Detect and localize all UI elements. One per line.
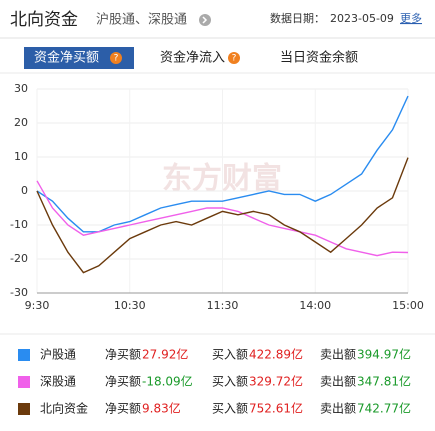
y-tick-label: -10 — [10, 218, 28, 231]
series-line — [36, 157, 409, 274]
net-label: 净买额 — [105, 402, 141, 416]
tab[interactable]: 资金净买额 — [34, 50, 99, 66]
y-tick-label: 0 — [21, 184, 28, 197]
help: ? — [114, 54, 119, 64]
sell-value: 742.77亿 — [357, 401, 411, 416]
y-tick-label: -30 — [10, 286, 28, 299]
net-label: 净买额 — [105, 348, 141, 362]
net-label: 净买额 — [105, 375, 141, 389]
buy-value: 329.72亿 — [249, 374, 303, 389]
help: ? — [232, 54, 237, 64]
sell-label: 卖出额 — [320, 402, 356, 416]
buy-label: 买入额 — [212, 348, 248, 362]
y-tick-label: 10 — [14, 150, 28, 163]
subtitle[interactable]: 沪股通、深股通 — [96, 12, 187, 28]
net-value: 9.83亿 — [142, 401, 181, 416]
legend-name: 深股通 — [40, 375, 76, 389]
sell-value: 347.81亿 — [357, 374, 411, 389]
title: 北向资金 — [10, 10, 78, 30]
net-value: 27.92亿 — [142, 347, 188, 362]
legend-name: 沪股通 — [40, 348, 76, 362]
net-value: -18.09亿 — [142, 374, 193, 389]
x-tick-label: 15:00 — [392, 299, 424, 312]
tab[interactable]: 资金净流入 — [160, 50, 225, 66]
legend-swatch — [18, 376, 30, 388]
x-tick-label: 9:30 — [25, 299, 50, 312]
date-label: 数据日期： — [270, 11, 325, 25]
date: 2023-05-09 — [330, 12, 394, 25]
legend-swatch — [18, 403, 30, 415]
legend-name: 北向资金 — [40, 401, 88, 416]
tab-selected[interactable] — [24, 47, 134, 69]
more-link[interactable]: 更多 — [400, 11, 422, 25]
sell-value: 394.97亿 — [357, 347, 411, 362]
buy-value: 422.89亿 — [249, 347, 303, 362]
y-tick-label: 20 — [14, 116, 28, 129]
x-tick-label: 10:30 — [114, 299, 146, 312]
sell-label: 卖出额 — [320, 375, 356, 389]
y-tick-label: -20 — [10, 252, 28, 265]
buy-value: 752.61亿 — [249, 401, 303, 416]
legend-swatch — [18, 349, 30, 361]
help-icon[interactable] — [228, 52, 240, 64]
tab[interactable]: 当日资金余额 — [280, 50, 358, 66]
series-line — [36, 180, 409, 257]
sell-label: 卖出额 — [320, 348, 356, 362]
help-icon[interactable] — [110, 52, 122, 64]
x-tick-label: 14:00 — [299, 299, 331, 312]
arrow-glyph — [202, 16, 208, 24]
buy-label: 买入额 — [212, 402, 248, 416]
buy-label: 买入额 — [212, 375, 248, 389]
x-tick-label: 11:30 — [207, 299, 239, 312]
y-tick-label: 30 — [14, 82, 28, 95]
